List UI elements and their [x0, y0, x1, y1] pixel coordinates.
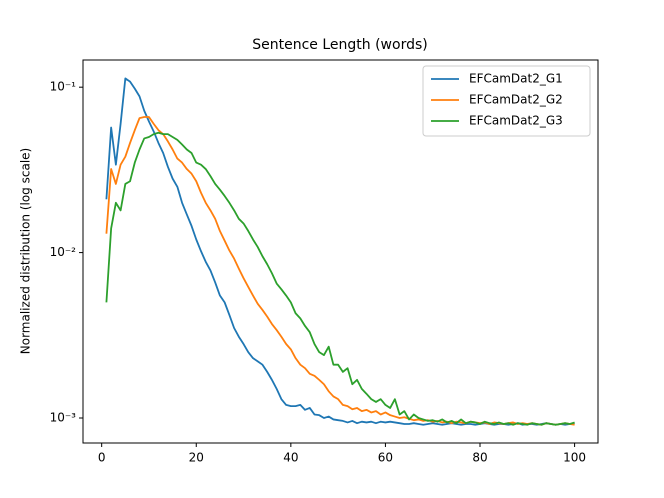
- y-tick-label: 10⁻³: [50, 410, 77, 424]
- legend-label: EFCamDat2_G3: [469, 114, 563, 128]
- x-tick-label: 40: [283, 451, 298, 465]
- line: [105, 131, 575, 426]
- chart-title: Sentence Length (words): [252, 37, 427, 53]
- x-tick-label: 20: [189, 451, 204, 465]
- y-tick-label: 10⁻²: [50, 245, 77, 259]
- legend-box: [422, 65, 591, 137]
- y-axis-label: Normalized distribution (log scale): [19, 148, 33, 354]
- line: [105, 77, 575, 426]
- legend-label: EFCamDat2_G1: [469, 72, 563, 86]
- legend: EFCamDat2_G1 EFCamDat2_G2 EFCamDat2_G3: [422, 65, 591, 137]
- x-tick-label: 60: [378, 451, 393, 465]
- y-tick-label: 10⁻¹: [50, 80, 77, 94]
- line: [105, 116, 575, 426]
- plot-frame: [82, 59, 599, 444]
- x-tick-label: 100: [563, 451, 586, 465]
- x-tick-label: 80: [472, 451, 487, 465]
- x-tick-label: 0: [98, 451, 106, 465]
- legend-label: EFCamDat2_G2: [469, 93, 563, 107]
